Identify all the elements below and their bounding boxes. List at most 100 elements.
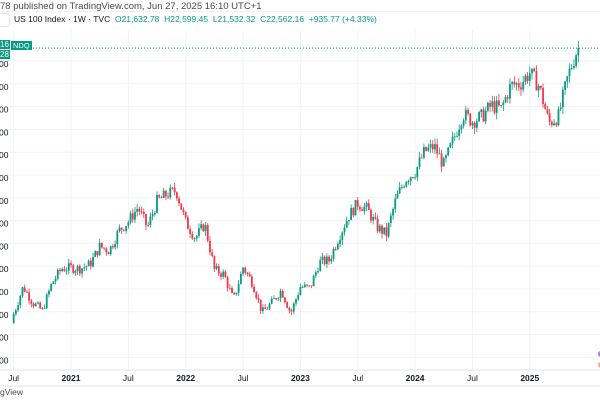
- candle-down: [517, 83, 520, 88]
- candle-down: [253, 286, 255, 293]
- candle-down: [535, 71, 538, 91]
- candle-down: [175, 192, 178, 199]
- candle-down: [25, 291, 28, 293]
- candle-down: [555, 123, 558, 126]
- candle-down: [233, 293, 236, 295]
- last-price-label: 16: [0, 40, 10, 49]
- candle-up: [43, 308, 46, 309]
- candle-down: [248, 273, 251, 277]
- candle-down: [290, 310, 293, 312]
- candle-down: [370, 209, 372, 221]
- candle-up: [237, 284, 240, 293]
- candle-up: [537, 85, 540, 91]
- candle-up: [343, 227, 346, 233]
- candle-up: [486, 102, 489, 111]
- candle-up: [458, 129, 461, 137]
- candle-up: [127, 222, 130, 226]
- candle-down: [255, 292, 258, 299]
- candle-down: [520, 87, 522, 90]
- candle-down: [246, 272, 249, 274]
- candle-down: [431, 144, 434, 150]
- candle-up: [378, 225, 381, 232]
- candle-down: [78, 265, 81, 274]
- candle-up: [372, 217, 375, 221]
- candle-up: [442, 158, 445, 167]
- candle-down: [361, 209, 364, 212]
- candle-down: [473, 122, 476, 128]
- candle-up: [301, 287, 304, 288]
- candle-up: [577, 47, 580, 56]
- candle-up: [325, 256, 328, 265]
- candle-up: [277, 298, 280, 300]
- symbol-logo-box: [0, 13, 10, 27]
- candle-up: [21, 287, 24, 296]
- candle-up: [147, 224, 150, 226]
- candle-up: [61, 269, 64, 271]
- candle-down: [96, 251, 99, 256]
- candle-down: [213, 256, 216, 269]
- candle-up: [568, 68, 571, 77]
- candle-up: [462, 120, 465, 126]
- candle-down: [533, 68, 536, 72]
- candle-up: [354, 200, 357, 216]
- candle-up: [299, 287, 302, 296]
- candle-up: [416, 166, 419, 178]
- x-tick-label: Jul: [238, 373, 249, 383]
- candle-up: [396, 193, 399, 199]
- candle-down: [160, 197, 163, 199]
- x-tick-label: 2022: [176, 373, 195, 383]
- y-tick-label: 00: [0, 287, 9, 297]
- candle-down: [367, 203, 370, 210]
- candle-up: [557, 109, 560, 126]
- candle-up: [87, 260, 90, 267]
- x-tick-label: 2025: [520, 373, 539, 383]
- open-value: O21,632.78: [114, 14, 160, 24]
- candle-up: [528, 73, 531, 81]
- candle-up: [573, 65, 575, 68]
- footer-brand: gView: [0, 387, 23, 397]
- candle-down: [436, 144, 439, 154]
- candle-up: [559, 107, 562, 110]
- candle-down: [381, 225, 383, 234]
- candle-up: [341, 232, 344, 241]
- candle-down: [275, 298, 278, 300]
- candle-up: [222, 271, 225, 277]
- candle-up: [387, 223, 390, 237]
- candle-up: [332, 248, 335, 259]
- candle-up: [193, 238, 196, 240]
- candle-up: [389, 215, 392, 224]
- x-tick-label: Jul: [8, 373, 19, 383]
- candle-up: [566, 76, 569, 82]
- candle-up: [509, 83, 511, 99]
- candle-down: [266, 308, 269, 310]
- candle-up: [94, 251, 97, 258]
- candle-down: [288, 307, 291, 311]
- candle-down: [376, 218, 379, 232]
- candle-up: [239, 273, 242, 285]
- candle-down: [489, 102, 491, 107]
- x-tick-label: Jul: [352, 373, 363, 383]
- candle-down: [202, 224, 205, 232]
- candle-up: [295, 299, 297, 304]
- candle-up: [531, 68, 533, 74]
- candle-up: [495, 100, 498, 113]
- candle-up: [195, 235, 198, 239]
- candle-up: [317, 271, 319, 273]
- candle-down: [513, 81, 516, 85]
- candle-up: [125, 225, 128, 231]
- candle-up: [400, 186, 403, 188]
- candle-down: [425, 146, 428, 151]
- candle-up: [511, 81, 514, 84]
- candle-down: [228, 287, 231, 289]
- candle-up: [504, 97, 507, 103]
- candle-down: [23, 287, 26, 292]
- candle-down: [469, 113, 472, 126]
- candle-up: [348, 219, 350, 222]
- candle-up: [363, 206, 366, 212]
- candle-down: [526, 75, 529, 81]
- candle-down: [105, 248, 108, 253]
- candle-up: [81, 268, 83, 274]
- candle-down: [224, 271, 227, 278]
- candle-up: [45, 294, 48, 309]
